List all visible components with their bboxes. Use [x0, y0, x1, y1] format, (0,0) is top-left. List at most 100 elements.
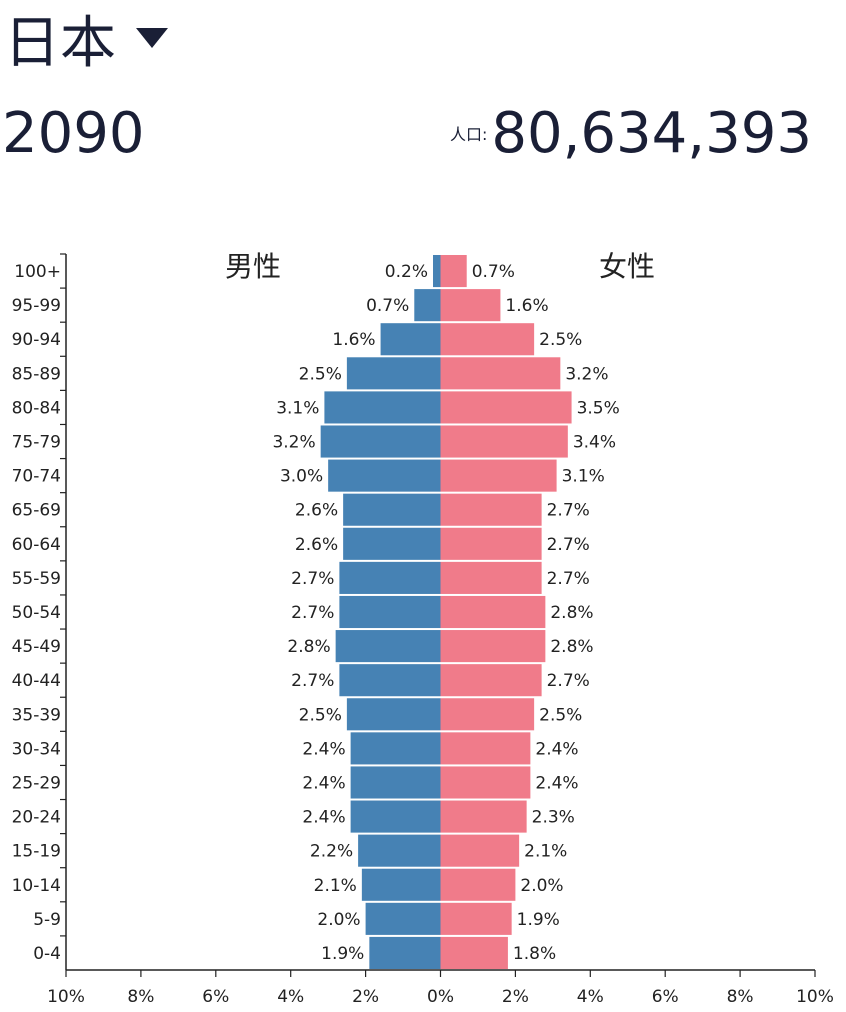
male-bar — [358, 834, 441, 867]
male-bar — [365, 902, 441, 935]
male-value-label: 2.5% — [299, 705, 342, 725]
male-bar — [350, 732, 441, 765]
female-bar — [440, 425, 568, 458]
x-tick-label: 6% — [202, 987, 229, 1007]
female-value-label: 3.5% — [577, 398, 620, 418]
x-tick-label: 4% — [577, 987, 604, 1007]
age-group-label: 20-24 — [12, 808, 61, 828]
male-bar — [350, 800, 441, 833]
male-bar — [346, 357, 441, 390]
male-bar — [328, 459, 441, 492]
male-bar — [433, 255, 441, 288]
female-value-label: 1.6% — [505, 296, 548, 316]
male-bar — [380, 323, 441, 356]
female-bar — [440, 289, 501, 322]
x-tick-label: 4% — [277, 987, 304, 1007]
country-selector[interactable]: 日本 — [4, 6, 168, 82]
x-tick-label: 0% — [427, 987, 454, 1007]
female-bar — [440, 834, 520, 867]
female-value-label: 2.8% — [550, 637, 593, 657]
age-group-label: 55-59 — [12, 569, 61, 589]
male-bar — [324, 391, 441, 424]
age-group-label: 85-89 — [12, 364, 61, 384]
male-value-label: 2.2% — [310, 842, 353, 862]
caret-down-icon[interactable] — [136, 28, 168, 48]
male-value-label: 3.2% — [272, 433, 315, 453]
male-value-label: 2.7% — [291, 603, 334, 623]
female-value-label: 3.1% — [562, 467, 605, 487]
female-bar — [440, 459, 557, 492]
female-bar — [440, 800, 527, 833]
male-value-label: 2.8% — [287, 637, 330, 657]
male-value-label: 2.4% — [302, 808, 345, 828]
age-group-label: 25-29 — [12, 773, 61, 793]
male-series-label: 男性 — [225, 250, 281, 283]
female-value-label: 2.5% — [539, 705, 582, 725]
female-bar — [440, 732, 531, 765]
male-value-label: 2.7% — [291, 671, 334, 691]
country-name: 日本 — [4, 11, 116, 76]
male-bar — [414, 289, 441, 322]
female-value-label: 1.8% — [513, 944, 556, 964]
age-group-label: 30-34 — [12, 739, 61, 759]
age-group-label: 90-94 — [12, 330, 61, 350]
x-tick-label: 6% — [652, 987, 679, 1007]
female-value-label: 2.7% — [547, 535, 590, 555]
female-value-label: 2.4% — [535, 739, 578, 759]
age-group-label: 75-79 — [12, 433, 61, 453]
age-group-label: 60-64 — [12, 535, 61, 555]
population-value: 80,634,393 — [491, 101, 812, 166]
age-group-label: 100+ — [14, 262, 61, 282]
age-group-label: 10-14 — [12, 876, 61, 896]
population-display: 人口:80,634,393 — [450, 96, 812, 185]
male-value-label: 2.1% — [314, 876, 357, 896]
female-bar — [440, 698, 535, 731]
male-bar — [320, 425, 441, 458]
female-bar — [440, 255, 467, 288]
male-bar — [350, 766, 441, 799]
male-bar — [335, 630, 441, 663]
female-bar — [440, 630, 546, 663]
female-value-label: 2.7% — [547, 501, 590, 521]
male-value-label: 1.6% — [332, 330, 375, 350]
male-value-label: 3.0% — [280, 467, 323, 487]
age-group-label: 0-4 — [33, 944, 61, 964]
female-value-label: 2.5% — [539, 330, 582, 350]
male-value-label: 2.6% — [295, 535, 338, 555]
female-value-label: 3.2% — [565, 364, 608, 384]
female-value-label: 2.4% — [535, 773, 578, 793]
female-value-label: 2.3% — [532, 808, 575, 828]
x-tick-label: 8% — [127, 987, 154, 1007]
x-tick-label: 10% — [796, 987, 834, 1007]
age-group-label: 5-9 — [33, 910, 61, 930]
male-bar — [346, 698, 441, 731]
female-bar — [440, 527, 542, 560]
year-display: 2090 — [2, 101, 145, 166]
female-value-label: 1.9% — [517, 910, 560, 930]
male-bar — [343, 527, 441, 560]
female-bar — [440, 766, 531, 799]
age-group-label: 70-74 — [12, 467, 61, 487]
x-tick-label: 8% — [727, 987, 754, 1007]
x-tick-label: 2% — [352, 987, 379, 1007]
male-bar — [343, 493, 441, 526]
male-bar — [339, 595, 441, 629]
age-group-label: 40-44 — [12, 671, 61, 691]
male-value-label: 0.7% — [366, 296, 409, 316]
male-value-label: 1.9% — [321, 944, 364, 964]
male-bar — [369, 936, 441, 969]
female-bar — [440, 561, 542, 594]
female-series-label: 女性 — [599, 250, 655, 283]
female-value-label: 2.0% — [520, 876, 563, 896]
female-bar — [440, 493, 542, 526]
age-group-label: 80-84 — [12, 398, 61, 418]
male-value-label: 2.6% — [295, 501, 338, 521]
female-bar — [440, 868, 516, 901]
male-bar — [339, 664, 441, 697]
male-value-label: 2.4% — [302, 773, 345, 793]
male-bar — [339, 561, 441, 594]
population-label: 人口: — [449, 125, 488, 144]
male-value-label: 3.1% — [276, 398, 319, 418]
male-value-label: 2.0% — [317, 910, 360, 930]
